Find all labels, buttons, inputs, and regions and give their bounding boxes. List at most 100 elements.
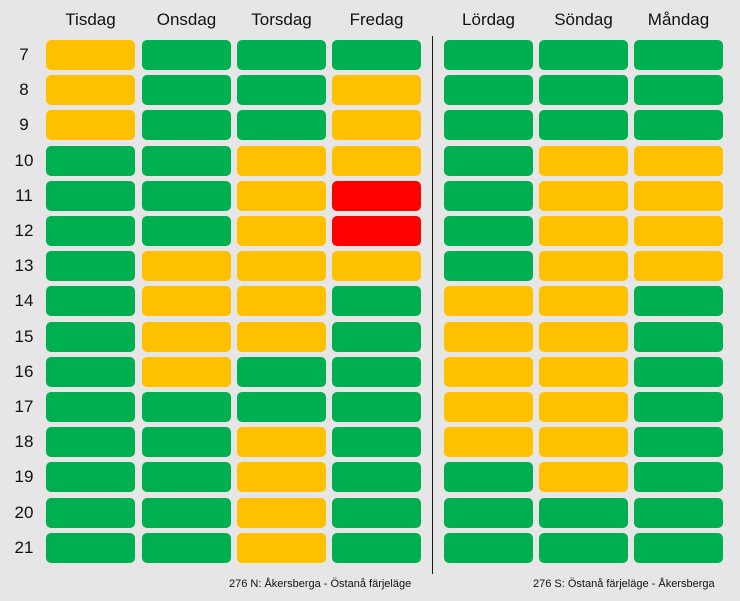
- cell-green: [634, 497, 723, 528]
- hour-label: 16: [14, 361, 34, 381]
- hour-label: 10: [14, 150, 34, 170]
- cell-green: [46, 532, 135, 563]
- cell-green: [444, 462, 533, 493]
- day-header-1-2: Måndag: [647, 10, 710, 29]
- hour-label: 9: [19, 115, 29, 135]
- cell-green: [46, 180, 135, 211]
- cell-green: [46, 216, 135, 246]
- hour-label: 18: [14, 432, 34, 452]
- cell-yellow: [539, 251, 628, 282]
- cell-green: [332, 427, 421, 458]
- cell-green: [332, 286, 421, 317]
- cell-green: [332, 356, 421, 387]
- cell-green: [237, 40, 326, 70]
- cell-yellow: [237, 251, 326, 282]
- hour-label: 17: [14, 397, 34, 416]
- cell-green: [46, 462, 135, 493]
- day-header-0-0: Tisdag: [65, 10, 116, 29]
- cell-green: [444, 497, 533, 528]
- cell-green: [634, 40, 723, 70]
- hour-label: 12: [14, 221, 34, 240]
- day-header-0-3: Fredag: [349, 10, 404, 29]
- cell-green: [142, 180, 231, 211]
- cell-green: [539, 75, 628, 106]
- cell-yellow: [634, 216, 723, 246]
- cell-yellow: [444, 392, 533, 422]
- cell-green: [142, 216, 231, 246]
- cell-green: [634, 75, 723, 106]
- cell-green: [634, 427, 723, 458]
- cell-green: [634, 392, 723, 422]
- cell-yellow: [237, 145, 326, 176]
- cell-green: [332, 392, 421, 422]
- cell-green: [142, 145, 231, 176]
- cell-yellow: [539, 462, 628, 493]
- day-header-0-2: Torsdag: [251, 10, 312, 29]
- cell-yellow: [444, 286, 533, 317]
- cell-green: [444, 251, 533, 282]
- cell-yellow: [142, 321, 231, 352]
- cell-green: [142, 497, 231, 528]
- cell-green: [142, 462, 231, 493]
- cell-green: [634, 286, 723, 317]
- cell-green: [634, 110, 723, 141]
- cell-green: [46, 392, 135, 422]
- cell-green: [237, 392, 326, 422]
- cell-yellow: [237, 180, 326, 211]
- cell-yellow: [539, 356, 628, 387]
- cell-green: [634, 462, 723, 493]
- cell-yellow: [634, 251, 723, 282]
- cell-yellow: [539, 321, 628, 352]
- cell-green: [332, 40, 421, 70]
- cell-yellow: [539, 427, 628, 458]
- cell-yellow: [237, 532, 326, 563]
- cell-yellow: [539, 180, 628, 211]
- cell-yellow: [332, 110, 421, 141]
- cell-yellow: [237, 497, 326, 528]
- cell-green: [142, 75, 231, 106]
- cell-green: [444, 180, 533, 211]
- cell-yellow: [142, 286, 231, 317]
- cell-green: [46, 286, 135, 317]
- cell-yellow: [237, 462, 326, 493]
- cell-green: [237, 75, 326, 106]
- caption-southbound: 276 S: Östanå färjeläge - Åkersberga: [533, 578, 715, 590]
- cell-yellow: [332, 251, 421, 282]
- cell-green: [142, 532, 231, 563]
- cell-green: [46, 427, 135, 458]
- cell-green: [46, 356, 135, 387]
- cell-yellow: [237, 321, 326, 352]
- day-header-0-1: Onsdag: [156, 10, 217, 29]
- hour-label: 19: [14, 467, 34, 487]
- cell-green: [142, 427, 231, 458]
- cell-yellow: [634, 145, 723, 176]
- cell-green: [46, 251, 135, 282]
- cell-green: [634, 356, 723, 387]
- cell-green: [444, 110, 533, 141]
- cell-green: [142, 392, 231, 422]
- cell-green: [237, 356, 326, 387]
- hour-label: 8: [19, 80, 29, 100]
- cell-green: [444, 40, 533, 70]
- cell-green: [539, 110, 628, 141]
- hour-label: 14: [14, 291, 34, 311]
- cell-green: [142, 40, 231, 70]
- cell-yellow: [46, 75, 135, 106]
- cell-yellow: [539, 286, 628, 317]
- day-header-1-1: Söndag: [554, 10, 613, 29]
- cell-green: [332, 321, 421, 352]
- cell-green: [539, 40, 628, 70]
- cell-yellow: [444, 321, 533, 352]
- cell-green: [46, 145, 135, 176]
- cell-yellow: [634, 180, 723, 211]
- cell-yellow: [444, 356, 533, 387]
- cell-yellow: [539, 216, 628, 246]
- cell-green: [444, 216, 533, 246]
- hour-label: 7: [19, 45, 29, 64]
- cell-yellow: [142, 251, 231, 282]
- cell-green: [237, 110, 326, 141]
- cell-green: [539, 532, 628, 563]
- cell-green: [634, 532, 723, 563]
- hour-label: 15: [14, 326, 34, 346]
